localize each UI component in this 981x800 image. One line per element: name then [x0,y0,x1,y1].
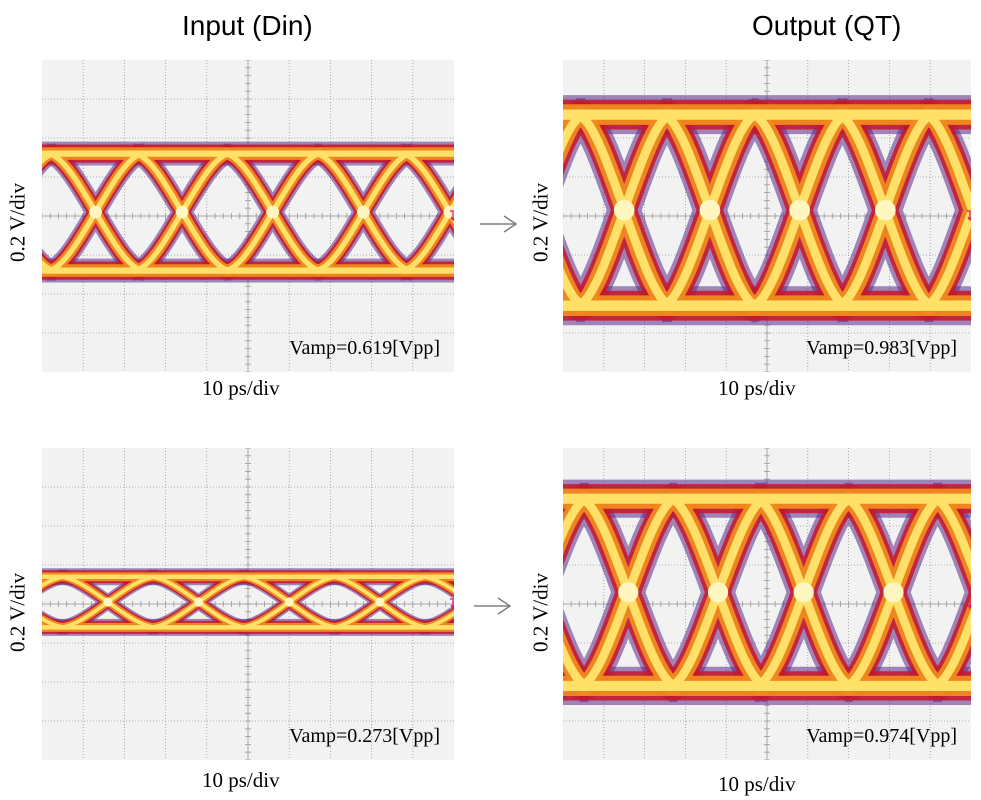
crossing-point [707,582,729,603]
crossing-point [613,199,635,221]
xlabel-input-top: 10 ps/div [202,376,280,400]
trigger-marker-icon [450,210,454,222]
trigger-marker-icon [967,598,971,610]
crossing-point [284,597,294,607]
ylabel-output-bottom: 0.2 V/div [528,573,553,652]
trace-core-rails [42,150,454,274]
crossing-point [375,597,385,607]
crossing-point [789,199,810,221]
eye-panel-input-top: Vamp=0.619[Vpp] [42,60,454,372]
crossing-point [103,597,113,607]
xlabel-output-bottom: 10 ps/div [718,772,796,796]
crossing-point [443,205,454,219]
eye-panel-output-bottom: Vamp=0.974[Vpp] [563,448,971,760]
arrow-icon-top [480,215,518,233]
vamp-annotation: Vamp=0.974[Vpp] [806,725,957,747]
eye-panel-input-bottom: Vamp=0.273[Vpp] [42,448,454,760]
xlabel-output-top: 10 ps/div [718,376,796,400]
crossing-point [89,205,102,219]
ylabel-input-bottom: 0.2 V/div [5,573,30,652]
trigger-marker-icon [450,598,454,610]
crossing-point [883,582,904,603]
xlabel-input-bottom: 10 ps/div [202,768,280,792]
eye-chart-output-bottom: Vamp=0.974[Vpp] [563,448,971,760]
arrow-icon-bottom [474,597,512,615]
crossing-point [194,597,204,607]
ylabel-input-top: 0.2 V/div [5,183,30,262]
crossing-point [175,205,189,219]
eye-chart-input-bottom: Vamp=0.273[Vpp] [42,448,454,760]
crossing-point [618,582,639,603]
crossing-point [266,205,280,219]
trace-core-rails [563,493,971,691]
crossing-point [699,199,721,221]
vamp-annotation: Vamp=0.273[Vpp] [289,725,440,747]
crossing-point [875,199,896,221]
vamp-annotation: Vamp=0.619[Vpp] [289,337,440,359]
input-column-title: Input (Din) [182,10,313,41]
crossing-point [357,205,370,219]
vamp-annotation: Vamp=0.983[Vpp] [806,337,957,359]
crossing-point [793,582,814,603]
eye-chart-output-top: Vamp=0.983[Vpp] [563,60,971,372]
eye-panel-output-top: Vamp=0.983[Vpp] [563,60,971,372]
trace-core-rails [563,109,971,311]
output-column-title: Output (QT) [752,10,902,41]
ylabel-output-top: 0.2 V/div [528,183,553,262]
trigger-marker-icon [967,210,971,222]
eye-chart-input-top: Vamp=0.619[Vpp] [42,60,454,372]
